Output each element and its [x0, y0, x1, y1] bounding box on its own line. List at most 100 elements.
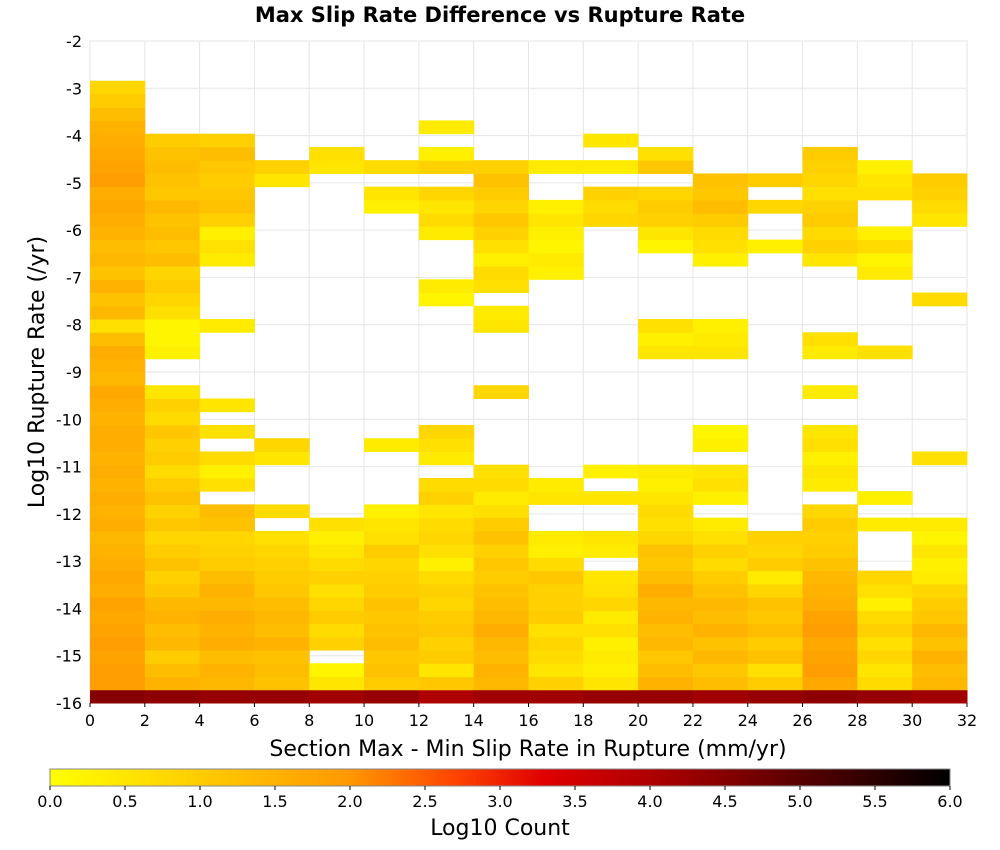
heatmap-cell	[528, 597, 584, 611]
heatmap-cell	[90, 120, 146, 135]
heatmap-cell	[638, 583, 694, 598]
heatmap-cell	[583, 689, 639, 704]
heatmap-cell	[144, 676, 201, 691]
heatmap-cell	[638, 491, 694, 505]
heatmap-cell	[912, 213, 968, 227]
heatmap-cell	[857, 623, 913, 638]
heatmap-cells	[90, 80, 968, 704]
heatmap-cell	[473, 319, 529, 333]
heatmap-cell	[90, 305, 146, 320]
heatmap-cell	[364, 504, 420, 519]
heatmap-cell	[144, 173, 201, 188]
heatmap-cell	[364, 623, 420, 638]
heatmap-cell	[254, 610, 310, 625]
heatmap-cell	[857, 583, 913, 598]
heatmap-cell	[309, 676, 365, 691]
heatmap-cell	[638, 623, 694, 638]
heatmap-cell	[638, 544, 694, 558]
y-tick-label: -12	[56, 505, 82, 524]
heatmap-cell	[418, 636, 475, 651]
heatmap-cell	[638, 689, 694, 704]
heatmap-cell	[144, 438, 201, 452]
heatmap-cell	[802, 451, 858, 466]
heatmap-cell	[583, 583, 639, 598]
heatmap-cell	[802, 345, 858, 360]
heatmap-cell	[583, 676, 639, 691]
heatmap-cell	[912, 597, 968, 611]
heatmap-cell	[199, 213, 255, 227]
heatmap-cell	[364, 583, 420, 598]
heatmap-cell	[857, 160, 913, 174]
heatmap-cell	[364, 597, 420, 611]
heatmap-cell	[692, 252, 749, 267]
heatmap-cell	[418, 689, 475, 704]
heatmap-cell	[583, 464, 639, 479]
heatmap-cell	[199, 252, 255, 267]
x-tick-label: 18	[573, 711, 593, 730]
heatmap-cell	[144, 186, 201, 201]
heatmap-cell	[912, 663, 968, 678]
heatmap-cell	[90, 266, 146, 280]
heatmap-cell	[144, 636, 201, 651]
heatmap-cell	[528, 663, 584, 678]
heatmap-cell	[144, 477, 201, 492]
heatmap-cell	[802, 597, 858, 611]
heatmap-cell	[144, 319, 201, 333]
heatmap-cell	[144, 345, 201, 360]
heatmap-cell	[692, 213, 749, 227]
heatmap-cell	[912, 557, 968, 572]
heatmap-cell	[90, 385, 146, 399]
heatmap-cell	[90, 424, 146, 439]
heatmap-cell	[857, 676, 913, 691]
heatmap-cell	[90, 636, 146, 651]
heatmap-cell	[638, 332, 694, 347]
heatmap-cell	[747, 623, 804, 638]
heatmap-cell	[473, 610, 529, 625]
heatmap-cell	[199, 464, 255, 479]
heatmap-cell	[90, 332, 146, 347]
heatmap-cell	[144, 491, 201, 505]
x-tick-label: 14	[464, 711, 484, 730]
heatmap-cell	[802, 199, 858, 214]
heatmap-cell	[638, 597, 694, 611]
heatmap-cell	[857, 597, 913, 611]
heatmap-cell	[418, 226, 475, 241]
heatmap-cell	[583, 663, 639, 678]
heatmap-cell	[528, 266, 584, 280]
heatmap-cell	[747, 544, 804, 558]
heatmap-cell	[802, 663, 858, 678]
heatmap-cell	[254, 597, 310, 611]
x-tick-label: 22	[683, 711, 703, 730]
heatmap-cell	[90, 93, 146, 108]
heatmap-cell	[528, 623, 584, 638]
heatmap-cell	[802, 610, 858, 625]
heatmap-cell	[144, 279, 201, 294]
heatmap-cell	[473, 477, 529, 492]
heatmap-cell	[199, 319, 255, 333]
heatmap-cell	[90, 517, 146, 532]
heatmap-cell	[692, 424, 749, 439]
heatmap-cell	[857, 517, 913, 532]
heatmap-cell	[199, 570, 255, 585]
heatmap-cell	[857, 650, 913, 664]
heatmap-cell	[364, 557, 420, 572]
heatmap-cell	[747, 676, 804, 691]
heatmap-cell	[144, 133, 201, 148]
heatmap-cell	[747, 610, 804, 625]
heatmap-cell	[364, 186, 420, 201]
heatmap-cell	[583, 636, 639, 651]
x-tick-label: 6	[249, 711, 259, 730]
heatmap-cell	[90, 570, 146, 585]
x-tick-label: 4	[195, 711, 205, 730]
heatmap-cell	[692, 173, 749, 188]
y-tick-label: -6	[66, 221, 82, 240]
heatmap-cell	[528, 252, 584, 267]
chart-title: Max Slip Rate Difference vs Rupture Rate	[255, 3, 745, 27]
heatmap-cell	[199, 186, 255, 201]
heatmap-cell	[144, 424, 201, 439]
heatmap-cell	[364, 663, 420, 678]
heatmap-cell	[912, 173, 968, 188]
heatmap-cell	[802, 676, 858, 691]
heatmap-cell	[747, 199, 804, 214]
heatmap-cell	[418, 517, 475, 532]
